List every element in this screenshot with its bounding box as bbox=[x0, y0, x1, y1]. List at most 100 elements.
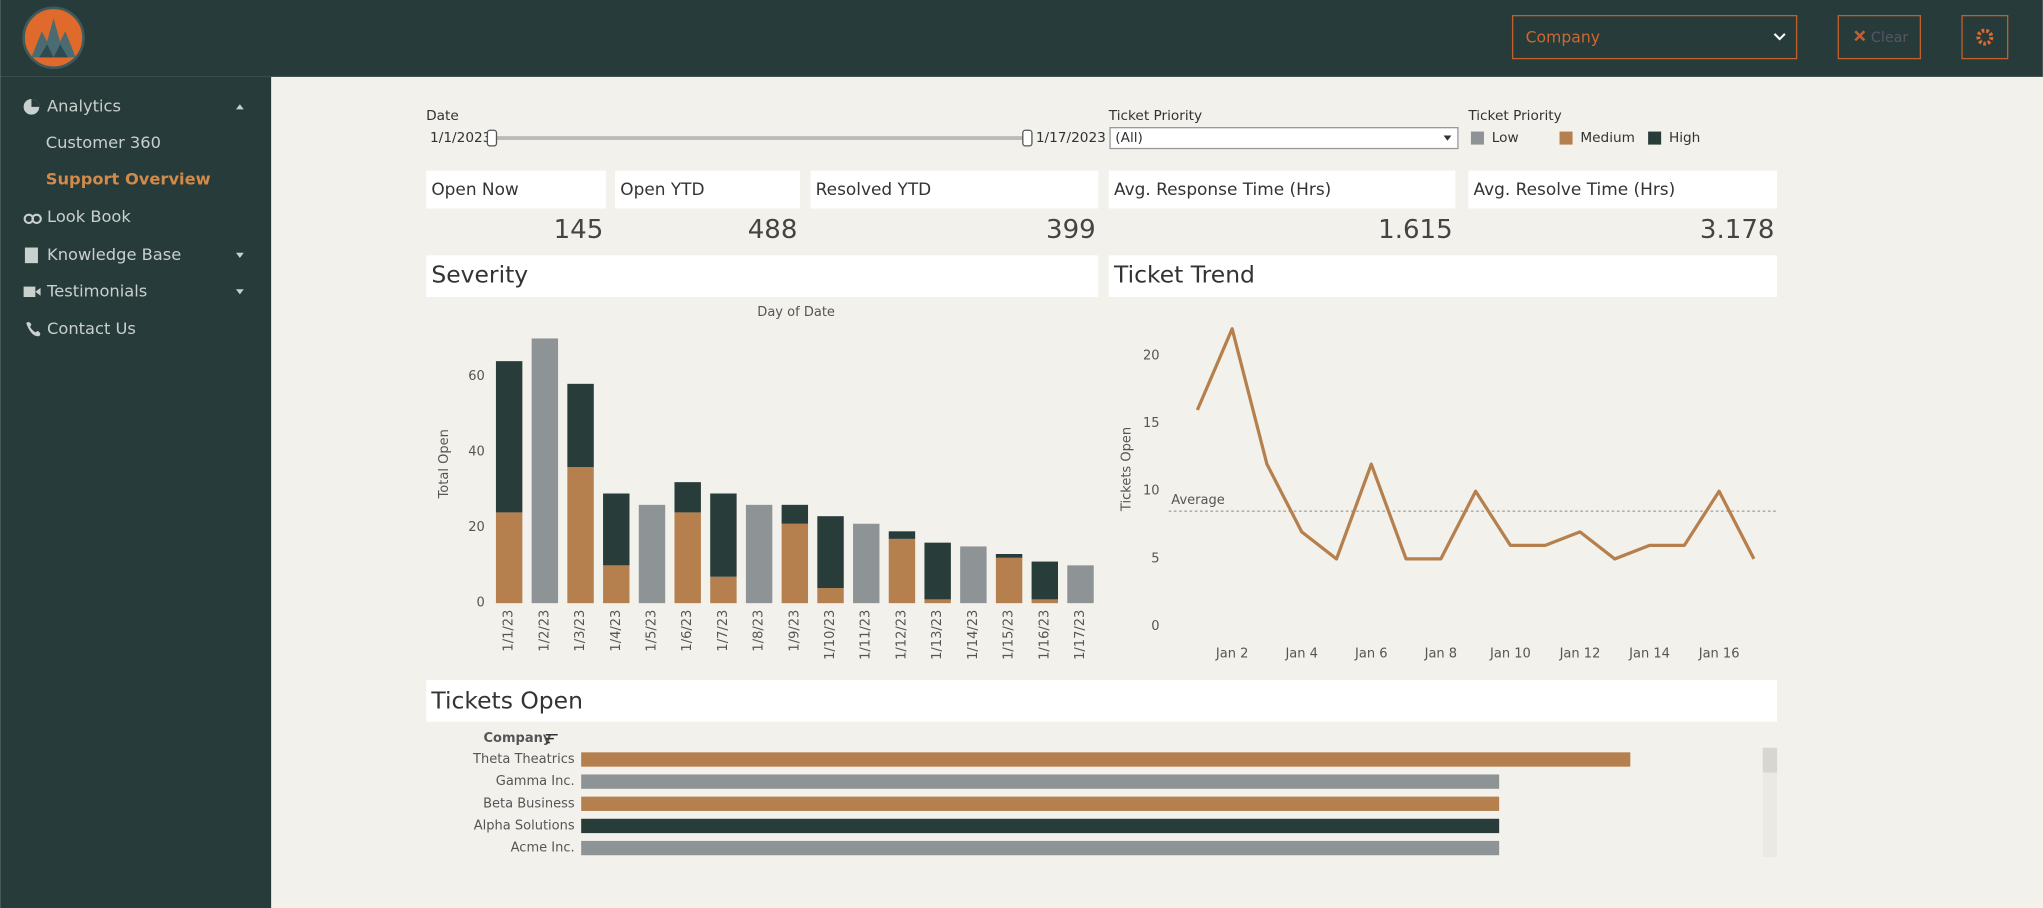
bar-segment bbox=[1067, 565, 1094, 604]
x-tick-label: 1/13/23 bbox=[930, 610, 945, 660]
x-tick-label: Jan 4 bbox=[1284, 646, 1317, 661]
kpi-value: 3.178 bbox=[1700, 215, 1775, 245]
clear-button[interactable]: Clear bbox=[1837, 14, 1922, 60]
kpi-label: Open Now bbox=[431, 179, 519, 199]
legend-swatch bbox=[1648, 131, 1662, 145]
company-dropdown[interactable]: Company bbox=[1511, 14, 1798, 60]
column-header[interactable]: Company bbox=[483, 731, 551, 746]
nav-label: Contact Us bbox=[47, 319, 136, 338]
x-tick-label: 1/14/23 bbox=[966, 610, 981, 660]
x-tick-label: 1/11/23 bbox=[859, 610, 874, 660]
filter-label: Ticket Priority bbox=[1108, 108, 1202, 124]
kpi-header bbox=[1468, 170, 1778, 209]
filter-label: Date bbox=[426, 108, 459, 124]
legend-label: High bbox=[1669, 130, 1700, 146]
panel-header bbox=[426, 255, 1099, 298]
nav-link[interactable]: Customer 360 bbox=[46, 133, 161, 152]
kpi-header bbox=[615, 170, 801, 209]
bar-segment bbox=[888, 538, 916, 604]
x-tick-label: 1/3/23 bbox=[573, 610, 588, 652]
kpi-header bbox=[1108, 170, 1456, 209]
x-tick-label: 1/12/23 bbox=[894, 610, 909, 660]
bar-segment bbox=[853, 523, 880, 604]
bar-segment bbox=[603, 493, 630, 566]
y-tick-label: 5 bbox=[1151, 551, 1159, 566]
nav-analytics[interactable]: Analytics bbox=[23, 96, 244, 115]
y-tick-label: 10 bbox=[1143, 484, 1160, 499]
x-tick-label: 1/1/23 bbox=[502, 610, 517, 652]
kpi-label: Avg. Response Time (Hrs) bbox=[1114, 179, 1331, 199]
x-tick-label: 1/15/23 bbox=[1002, 610, 1017, 660]
bar bbox=[581, 840, 1500, 856]
priority-dropdown[interactable]: (All) bbox=[1109, 127, 1459, 150]
x-axis-title: Day of Date bbox=[757, 305, 835, 320]
y-tick-label: 0 bbox=[1151, 619, 1159, 634]
bar-segment bbox=[1031, 599, 1059, 604]
x-tick-label: Jan 12 bbox=[1559, 646, 1601, 661]
y-tick-label: 15 bbox=[1143, 416, 1160, 431]
y-tick-label: 60 bbox=[468, 369, 485, 384]
bar-segment bbox=[781, 523, 809, 604]
bar-segment bbox=[638, 504, 666, 604]
nav-look-book[interactable]: Look Book bbox=[23, 207, 132, 226]
y-tick-label: 40 bbox=[468, 444, 485, 459]
nav-knowledge-base[interactable]: Knowledge Base bbox=[24, 245, 244, 264]
panel-header bbox=[426, 680, 1778, 722]
bar-segment bbox=[1031, 561, 1059, 600]
x-tick-label: Jan 8 bbox=[1424, 646, 1457, 661]
kpi-value: 1.615 bbox=[1378, 215, 1453, 245]
x-tick-label: 1/4/23 bbox=[609, 610, 624, 652]
chart-title: Severity bbox=[431, 261, 528, 289]
panel-header bbox=[1108, 255, 1778, 298]
nav-label: Testimonials bbox=[46, 281, 147, 300]
bar-segment bbox=[960, 546, 987, 604]
bar bbox=[581, 796, 1500, 811]
legend-label: Medium bbox=[1580, 130, 1635, 146]
bar-segment bbox=[674, 512, 701, 604]
kpi-value: 488 bbox=[748, 215, 798, 245]
x-tick-label: 1/16/23 bbox=[1037, 610, 1052, 660]
bar-segment bbox=[567, 383, 594, 468]
bar-segment bbox=[710, 493, 737, 577]
header-bar bbox=[0, 0, 2043, 77]
bar-segment bbox=[995, 554, 1023, 558]
nav-testimonials[interactable]: Testimonials bbox=[23, 281, 244, 300]
bar-segment bbox=[817, 516, 844, 589]
logo[interactable] bbox=[22, 6, 85, 70]
bar-segment bbox=[710, 576, 737, 604]
bar-segment bbox=[995, 557, 1023, 604]
category-label: Acme Inc. bbox=[511, 841, 575, 856]
date-start: 1/1/2023 bbox=[430, 130, 491, 146]
nav-label: Knowledge Base bbox=[47, 245, 181, 264]
bar-segment bbox=[924, 599, 951, 604]
y-axis-title: Tickets Open bbox=[1120, 427, 1135, 512]
y-axis-title: Total Open bbox=[437, 429, 452, 499]
kpi-value: 399 bbox=[1046, 215, 1096, 245]
kpi-label: Open YTD bbox=[620, 179, 704, 199]
nav-contact[interactable]: Contact Us bbox=[26, 319, 136, 338]
bar-segment bbox=[745, 504, 773, 604]
bar-segment bbox=[674, 482, 701, 513]
nav-link-active[interactable]: Support Overview bbox=[46, 169, 211, 188]
x-tick-label: 1/17/23 bbox=[1073, 610, 1088, 660]
date-slider[interactable] bbox=[486, 129, 1033, 147]
chart-title: Tickets Open bbox=[430, 687, 583, 715]
kpi-header bbox=[810, 170, 1099, 209]
nav-label: Analytics bbox=[47, 96, 121, 115]
x-tick-label: Jan 2 bbox=[1215, 646, 1248, 661]
sort-icon[interactable] bbox=[546, 733, 558, 744]
bar-segment bbox=[495, 512, 523, 604]
trend-line bbox=[1195, 327, 1756, 561]
category-label: Gamma Inc. bbox=[496, 774, 575, 789]
x-tick-label: 1/10/23 bbox=[823, 610, 838, 660]
category-label: Beta Business bbox=[483, 796, 575, 811]
date-end: 1/17/2023 bbox=[1036, 130, 1106, 146]
kpi-row: Open Now 145 Open YTD 488 Resolved YTD 399 Avg… bbox=[426, 170, 1778, 245]
scroll-thumb[interactable] bbox=[1762, 747, 1778, 773]
bar-segment bbox=[531, 338, 559, 604]
x-tick-label: Jan 10 bbox=[1489, 646, 1531, 661]
bar-segment bbox=[567, 467, 594, 604]
scrollbar[interactable] bbox=[1762, 747, 1778, 858]
settings-button[interactable] bbox=[1961, 14, 2009, 60]
